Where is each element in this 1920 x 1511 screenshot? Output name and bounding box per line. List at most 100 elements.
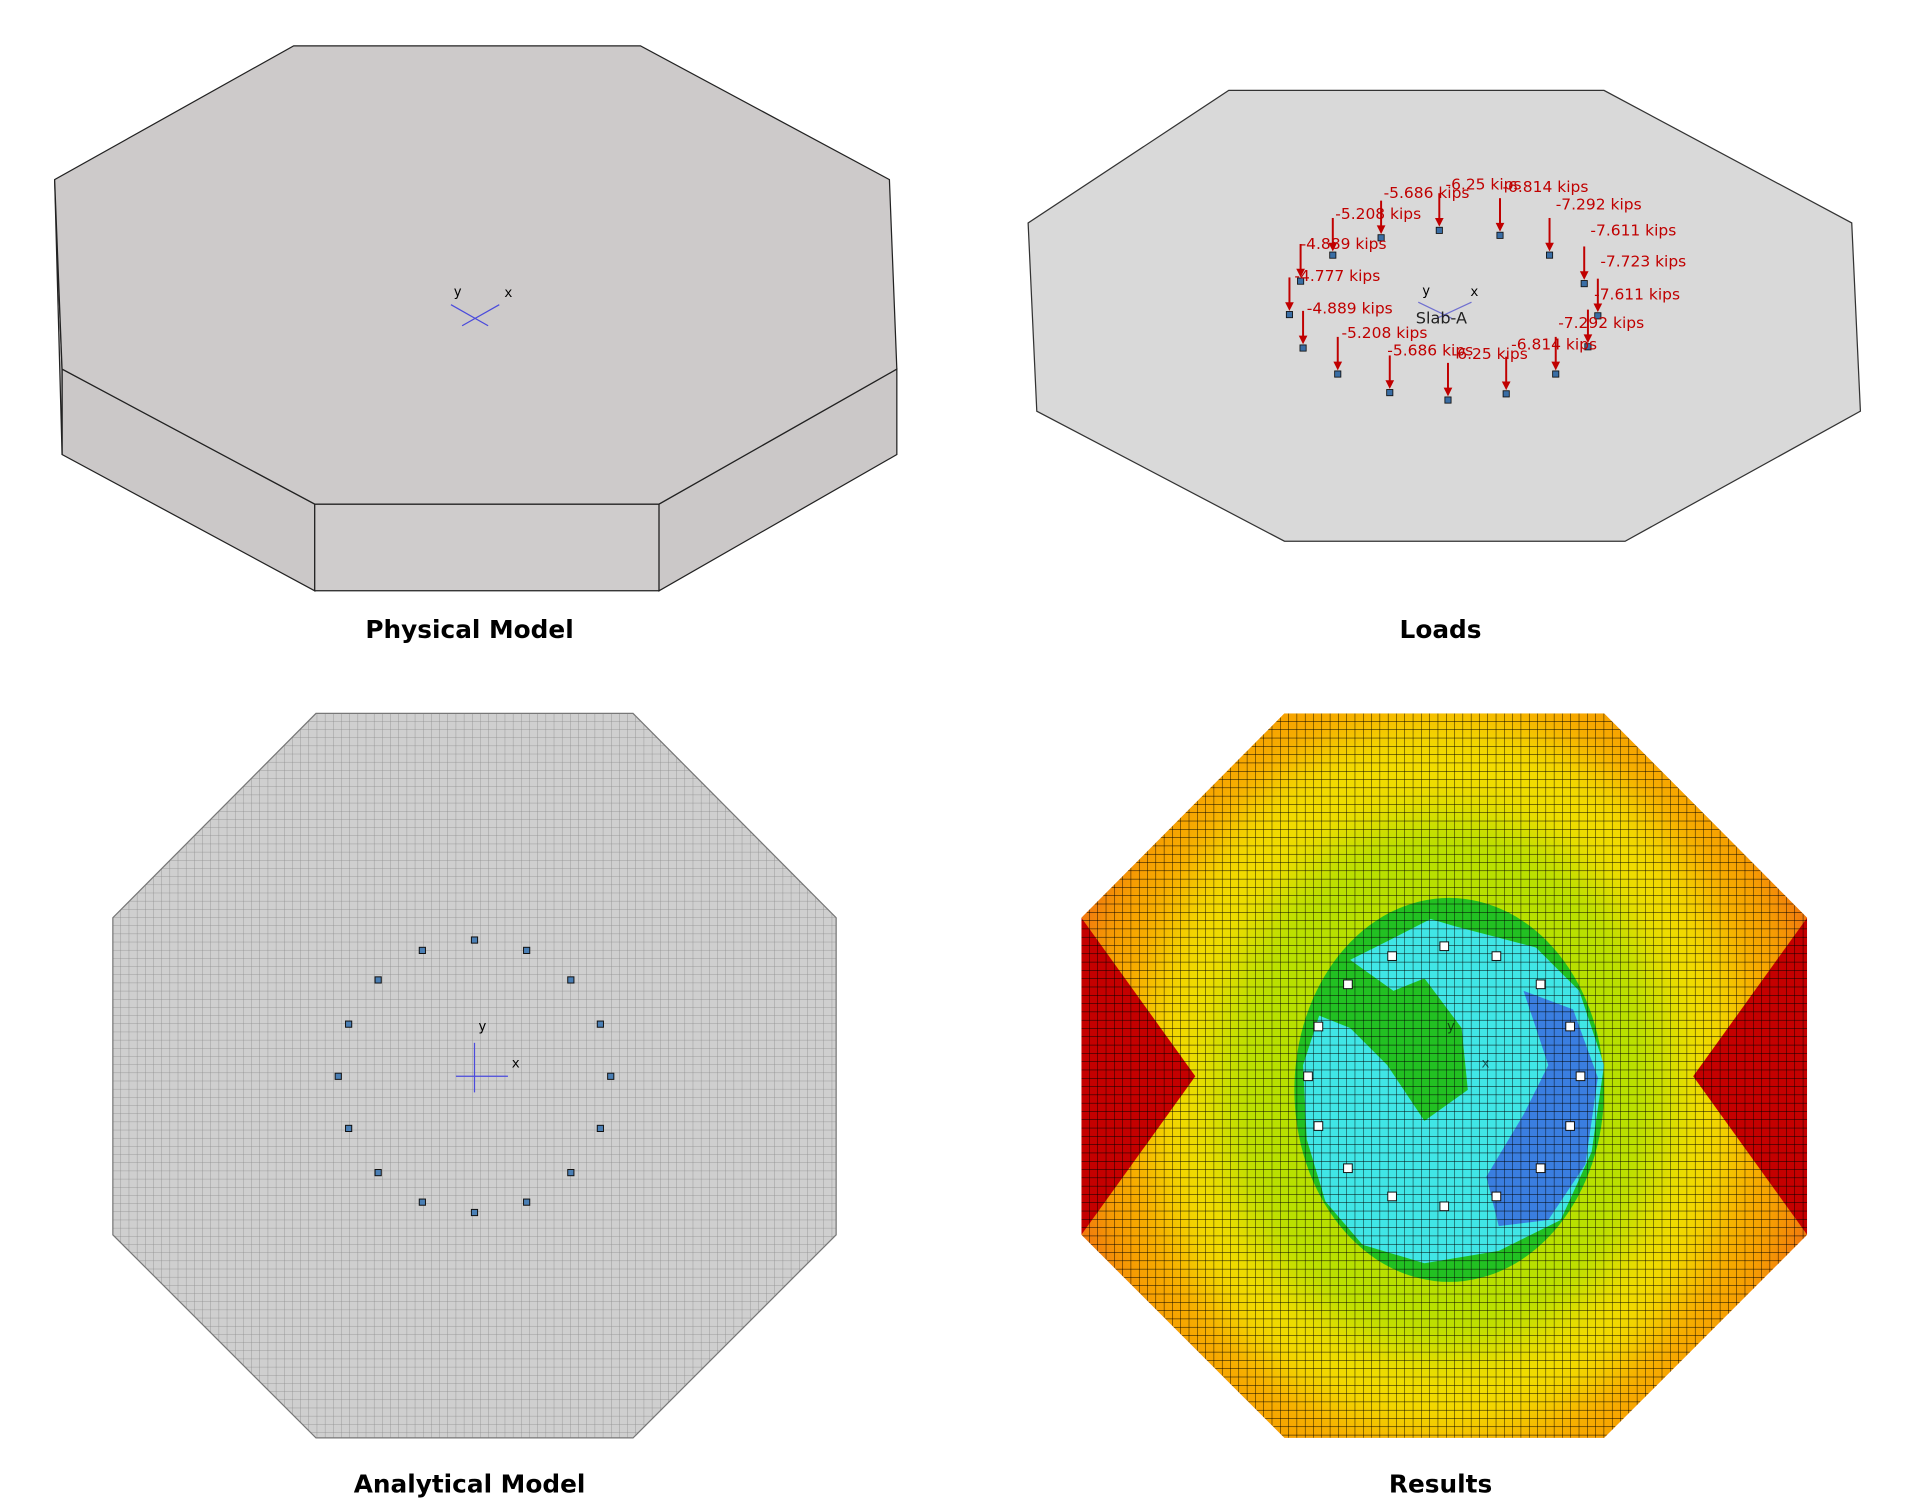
node xyxy=(374,1169,382,1177)
slab-label: Slab-A xyxy=(1416,308,1467,327)
arrow-head xyxy=(1296,268,1305,278)
arrow-head xyxy=(1583,334,1593,344)
node xyxy=(1285,311,1293,319)
caption: Physical Model xyxy=(365,615,573,644)
node xyxy=(1343,1163,1353,1174)
node xyxy=(523,1198,531,1206)
node xyxy=(1387,1191,1397,1202)
node xyxy=(567,976,575,984)
node xyxy=(1535,979,1546,990)
axis xyxy=(1436,301,1472,319)
load-label: -7.292 kips xyxy=(1558,314,1644,332)
node xyxy=(1491,1191,1502,1202)
axis-label: y xyxy=(478,1018,486,1034)
node xyxy=(1535,1163,1546,1174)
node xyxy=(345,1124,353,1133)
arrow-head xyxy=(1495,222,1505,232)
node xyxy=(1435,226,1443,234)
slab xyxy=(1027,89,1862,542)
arrow-head xyxy=(1434,217,1444,227)
node xyxy=(1297,277,1305,285)
axis-label: x xyxy=(1470,284,1478,300)
load-label: -5.686 kips xyxy=(1387,341,1473,359)
caption: Analytical Model xyxy=(354,1469,586,1498)
node xyxy=(345,1020,353,1028)
caption: Loads xyxy=(1400,615,1482,644)
load-label: -4.889 kips xyxy=(1301,235,1387,253)
top-face xyxy=(54,45,898,505)
node xyxy=(1565,1121,1575,1131)
node xyxy=(1386,389,1394,397)
axis-label: y xyxy=(453,284,461,300)
node xyxy=(1377,234,1385,242)
node xyxy=(418,1198,426,1206)
arrow-head xyxy=(1579,271,1589,280)
load-label: -7.723 kips xyxy=(1600,252,1686,270)
load-label: -6.814 kips xyxy=(1502,178,1588,196)
node xyxy=(1502,390,1510,398)
arrow-head xyxy=(1385,380,1395,389)
arrow-head xyxy=(1501,381,1511,391)
node xyxy=(1329,251,1337,259)
axis-label: x xyxy=(512,1056,520,1072)
axis xyxy=(461,304,500,327)
arrow-head xyxy=(1333,361,1343,371)
axis xyxy=(450,304,489,327)
node xyxy=(523,946,531,955)
axis xyxy=(1417,301,1452,319)
axis-label: x xyxy=(504,285,512,301)
node xyxy=(1552,370,1560,378)
node xyxy=(1303,1071,1313,1082)
arrow-head xyxy=(1285,302,1294,311)
load-label: -5.208 kips xyxy=(1341,324,1427,342)
load-label: -6.25 kips xyxy=(1452,345,1528,363)
node xyxy=(1575,1071,1586,1082)
node xyxy=(470,936,479,944)
load-label: -7.292 kips xyxy=(1556,195,1642,213)
node xyxy=(567,1169,575,1177)
node xyxy=(1387,951,1397,961)
physical-model xyxy=(54,45,898,592)
load-label: -7.611 kips xyxy=(1590,221,1676,239)
load-label: -5.208 kips xyxy=(1335,205,1421,223)
arrow-head xyxy=(1298,335,1308,345)
node xyxy=(334,1072,342,1080)
load-label: -4.777 kips xyxy=(1294,267,1380,285)
node xyxy=(1343,979,1353,990)
arrow-head xyxy=(1443,387,1453,397)
node xyxy=(1299,344,1307,352)
arrow-head xyxy=(1328,242,1338,252)
node xyxy=(374,976,382,984)
node xyxy=(1491,951,1502,961)
nodes xyxy=(1303,941,1586,1212)
node xyxy=(1580,280,1588,288)
node xyxy=(1334,370,1342,378)
load-label: -6.814 kips xyxy=(1511,335,1597,353)
node xyxy=(1546,251,1554,259)
loads-model xyxy=(1027,89,1862,542)
axis-label: x xyxy=(1481,1056,1489,1072)
load-group: -5.686 kips-6.25 kips-6.814 kips-7.292 k… xyxy=(1285,175,1686,404)
axis-label: y xyxy=(1422,283,1430,299)
node xyxy=(1594,312,1602,320)
load-label: -6.25 kips xyxy=(1446,175,1522,193)
load-label: -4.889 kips xyxy=(1307,299,1393,317)
node xyxy=(596,1020,604,1028)
node xyxy=(1496,231,1504,239)
node xyxy=(1313,1021,1324,1032)
arrow-head xyxy=(1376,225,1386,235)
arrow-head xyxy=(1551,361,1561,371)
nodes xyxy=(334,936,615,1217)
load-label: -7.611 kips xyxy=(1594,286,1680,304)
axis-label: y xyxy=(1447,1018,1455,1034)
node xyxy=(1313,1121,1324,1131)
node xyxy=(1439,941,1450,952)
node xyxy=(418,946,426,955)
contour xyxy=(1081,713,1808,1438)
node xyxy=(1444,396,1452,404)
node xyxy=(1565,1021,1575,1032)
node xyxy=(470,1208,479,1217)
arrow-head xyxy=(1593,303,1603,313)
caption: Results xyxy=(1389,1469,1492,1498)
